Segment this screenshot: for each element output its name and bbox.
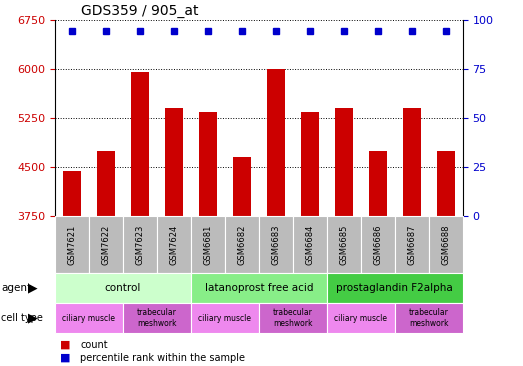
Text: ciliary muscle: ciliary muscle bbox=[198, 314, 252, 322]
Text: ciliary muscle: ciliary muscle bbox=[62, 314, 116, 322]
Bar bbox=[403, 108, 421, 216]
Bar bbox=[233, 157, 251, 216]
Text: cell type: cell type bbox=[1, 313, 43, 323]
Text: trabecular
meshwork: trabecular meshwork bbox=[137, 308, 177, 328]
Text: GSM6688: GSM6688 bbox=[441, 224, 450, 265]
Text: GSM7622: GSM7622 bbox=[101, 225, 110, 265]
Bar bbox=[369, 151, 387, 216]
Text: GSM6685: GSM6685 bbox=[339, 224, 348, 265]
Text: control: control bbox=[105, 283, 141, 293]
Text: ▶: ▶ bbox=[28, 281, 38, 295]
Bar bbox=[165, 108, 183, 216]
Bar bbox=[199, 112, 217, 216]
Text: trabecular
meshwork: trabecular meshwork bbox=[409, 308, 449, 328]
Text: GSM7621: GSM7621 bbox=[67, 225, 76, 265]
Bar bbox=[335, 108, 353, 216]
Bar bbox=[131, 72, 149, 216]
Bar bbox=[301, 112, 319, 216]
Text: ciliary muscle: ciliary muscle bbox=[334, 314, 388, 322]
Text: GSM6684: GSM6684 bbox=[305, 224, 314, 265]
Text: GSM6683: GSM6683 bbox=[271, 224, 280, 265]
Text: trabecular
meshwork: trabecular meshwork bbox=[273, 308, 313, 328]
Text: count: count bbox=[80, 340, 108, 350]
Text: ■: ■ bbox=[60, 340, 71, 350]
Text: GSM6686: GSM6686 bbox=[373, 224, 382, 265]
Text: GSM7623: GSM7623 bbox=[135, 224, 144, 265]
Text: GSM6687: GSM6687 bbox=[407, 224, 416, 265]
Text: ■: ■ bbox=[60, 353, 71, 363]
Bar bbox=[97, 151, 115, 216]
Text: GSM7624: GSM7624 bbox=[169, 225, 178, 265]
Text: ▶: ▶ bbox=[28, 311, 38, 325]
Text: GDS359 / 905_at: GDS359 / 905_at bbox=[81, 4, 199, 18]
Text: agent: agent bbox=[1, 283, 31, 293]
Bar bbox=[437, 151, 455, 216]
Text: percentile rank within the sample: percentile rank within the sample bbox=[80, 353, 245, 363]
Bar bbox=[63, 171, 81, 216]
Text: GSM6681: GSM6681 bbox=[203, 224, 212, 265]
Bar bbox=[267, 69, 285, 216]
Text: prostaglandin F2alpha: prostaglandin F2alpha bbox=[336, 283, 453, 293]
Text: latanoprost free acid: latanoprost free acid bbox=[204, 283, 313, 293]
Text: GSM6682: GSM6682 bbox=[237, 224, 246, 265]
